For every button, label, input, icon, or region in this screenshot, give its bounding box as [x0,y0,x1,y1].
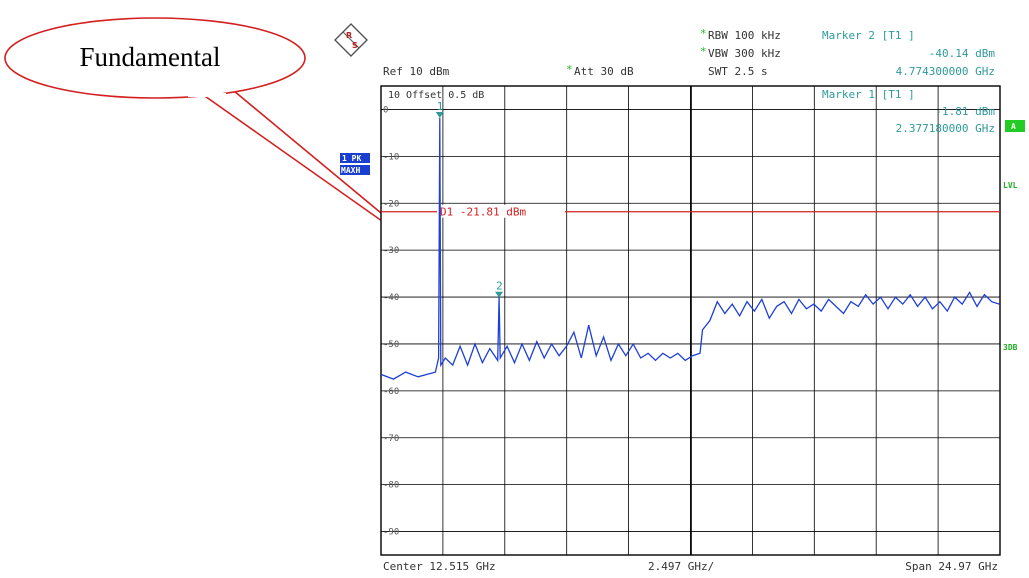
asterisk-att: * [566,63,573,76]
plot-area: 0 -10 -20 -30 -40 -50 -60 -70 -80 -90 10 Offset 0… [380,85,1001,556]
vbw-readout: VBW 300 kHz [708,47,781,60]
y-tick-label: -50 [383,340,399,350]
channel-a-badge [1005,120,1025,132]
marker1-title: Marker 1 [T1 ] [822,88,915,101]
marker2-level: -40.14 dBm [929,47,996,60]
marker2-title: Marker 2 [T1 ] [822,29,915,42]
marker-2-label: 2 [496,280,503,293]
attenuation-readout: Att 30 dB [574,65,634,78]
swt-readout: SWT 2.5 s [708,65,768,78]
marker-group: 12 [435,100,504,298]
y-tick-label: -90 [383,528,399,538]
svg-text:S: S [352,41,358,50]
trace-badge-pk-label: 1 PK [342,154,361,163]
y-tick-label: -40 [383,293,399,303]
per-division-readout: 2.497 GHz/ [648,560,714,573]
offset-readout: 10 Offset 0.5 dB [388,90,484,101]
callout-ellipse [4,17,306,99]
y-tick-label: 0 [383,105,388,115]
y-tick-labels: 0 -10 -20 -30 -40 -50 -60 -70 -80 -90 [383,105,399,537]
y-tick-label: -30 [383,246,399,256]
marker-1-label: 1 [437,100,444,113]
marker2-frequency: 4.774300000 GHz [896,65,995,78]
marker1-frequency: 2.377180000 GHz [896,122,995,135]
marker-2-triangle [495,291,504,298]
marker-1-triangle [435,111,444,118]
y-tick-label: -70 [383,434,399,444]
fundamental-callout: Fundamental [4,17,441,263]
trace-badge-maxh-label: MAXH [341,166,360,175]
y-tick-label: -10 [383,152,399,162]
3db-indicator: 3DB [1003,343,1018,352]
spectrum-trace [380,117,1000,380]
span-readout: Span 24.97 GHz [905,560,998,573]
lvl-indicator: LVL [1003,181,1018,190]
display-line-label: D1 -21.81 dBm [440,206,526,219]
y-tick-label: -60 [383,387,399,397]
y-tick-label: -20 [383,199,399,209]
asterisk-rbw: * [700,27,707,40]
svg-text:R: R [346,31,352,40]
trace-badge-maxh [340,165,370,175]
y-tick-label: -80 [383,481,399,491]
ref-level-readout: Ref 10 dBm [383,65,450,78]
display-line-label-bg [437,204,565,218]
marker1-level: -1.81 dBm [935,105,995,118]
rs-logo-icon: R S [334,23,368,57]
center-frequency-readout: Center 12.515 GHz [383,560,496,573]
asterisk-vbw: * [700,45,707,58]
channel-a-label: A [1011,122,1016,131]
trace-badge-pk [340,153,370,163]
rbw-readout: RBW 100 kHz [708,29,781,42]
callout-text: Fundamental [80,42,221,72]
